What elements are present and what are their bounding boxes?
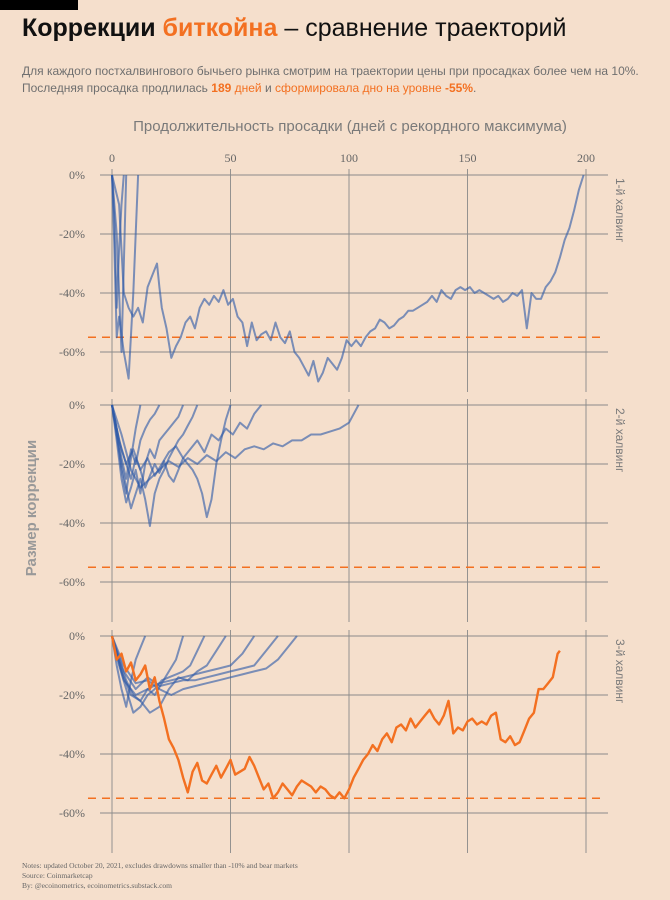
subtitle-days-word: дней [231,81,262,95]
series-line [111,635,298,696]
x-tick-label: 50 [225,151,237,165]
title-accent: биткойна [162,14,278,42]
y-tick-label: -60% [59,806,85,820]
series-line [111,404,199,527]
drawdown-chart: Продолжительность просадки (дней с рекор… [23,118,627,853]
highlight-series-line [110,635,561,800]
y-tick-label: 0% [69,168,85,182]
y-axis-label: Размер коррекции [23,440,40,577]
x-tick-label: 0 [109,151,115,165]
y-tick-label: -20% [59,227,85,241]
title-part2: – сравнение траекторий [284,14,567,42]
series-line [111,404,185,504]
panel-label: 3-й халвинг [613,639,627,704]
series-line [111,635,256,696]
series-line [111,174,585,383]
top-accent-bar [0,0,78,10]
series-line [111,174,128,353]
footer-notes: Notes: updated October 20, 2021, exclude… [22,861,298,891]
subtitle: Для каждого постхалвингового бычьего рын… [22,63,639,97]
subtitle-text-c: сформировала дно на уровне [275,81,445,95]
subtitle-line1: Для каждого постхалвингового бычьего рын… [22,64,639,78]
footer-notes-line: Notes: updated October 20, 2021, exclude… [22,861,298,870]
y-tick-label: 0% [69,629,85,643]
subtitle-text-e: . [472,81,477,95]
x-tick-label: 150 [459,151,477,165]
footer-source-line: Source: Coinmarketcap [22,871,93,880]
y-tick-label: -60% [59,575,85,589]
x-tick-label: 100 [340,151,358,165]
subtitle-days-number: 189 [211,81,232,95]
y-tick-label: -40% [59,516,85,530]
y-tick-label: -20% [59,688,85,702]
series-line [111,404,360,489]
series-line [111,635,227,714]
title-part1: Коррекции [22,14,156,42]
y-tick-label: -40% [59,747,85,761]
panel-label: 2-й халвинг [613,408,627,473]
y-tick-label: 0% [69,398,85,412]
subtitle-bottom-value: -55% [444,81,473,95]
series-line [111,635,279,691]
page-title: Коррекции биткойна – сравнение траектори… [22,14,566,43]
series-line [111,404,232,519]
series-line [111,635,147,708]
y-tick-label: -60% [59,345,85,359]
subtitle-text-a: Последняя просадка продлилась [22,81,212,95]
panel-label: 1-й халвинг [613,178,627,243]
series-line [111,404,263,477]
x-axis-label: Продолжительность просадки (дней с рекор… [133,118,567,135]
y-tick-label: -20% [59,457,85,471]
subtitle-text-b: и [261,81,276,95]
x-tick-label: 200 [577,151,595,165]
subtitle-line2: Последняя просадка продлилась 189 дней и… [22,80,639,97]
y-tick-label: -40% [59,286,85,300]
series-line [111,174,140,380]
footer-by-line: By: @ecoinometrics, ecoinometrics.substa… [22,881,172,890]
